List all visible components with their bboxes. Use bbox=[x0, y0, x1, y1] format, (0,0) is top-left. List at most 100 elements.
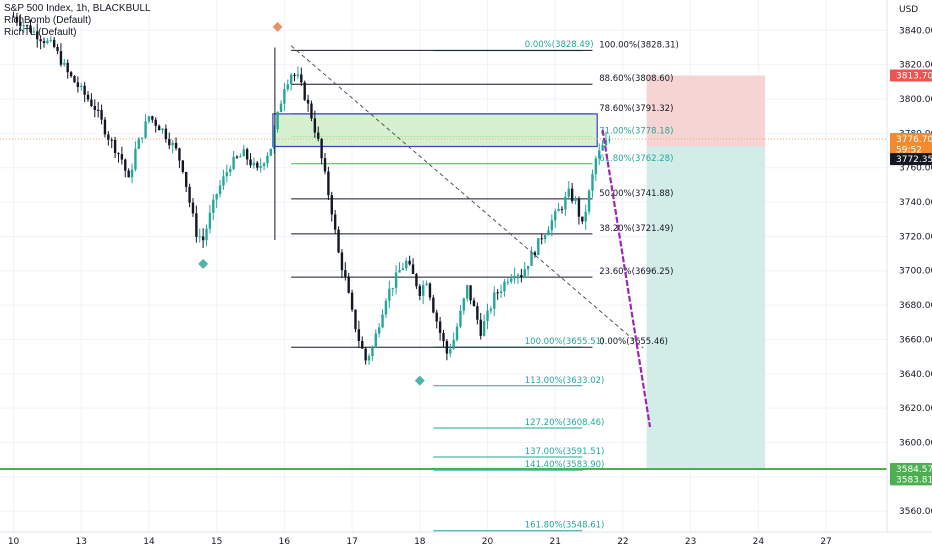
candle-body bbox=[337, 229, 340, 253]
candle-body bbox=[449, 348, 452, 354]
indicator-richbomb[interactable]: RichBomb (Default) bbox=[4, 15, 92, 26]
symbol-title[interactable]: S&P 500 Index, 1h, BLACKBULL bbox=[4, 3, 151, 14]
candle-body bbox=[340, 252, 344, 271]
candle-body bbox=[476, 306, 479, 320]
candle-body bbox=[469, 285, 472, 301]
candle-body bbox=[604, 140, 608, 146]
candle-body bbox=[313, 118, 317, 133]
candle-body bbox=[168, 139, 171, 146]
candle-body bbox=[330, 195, 333, 215]
candle-body bbox=[130, 169, 134, 178]
candle-body bbox=[306, 99, 310, 104]
candle-body bbox=[503, 281, 506, 292]
candle-body bbox=[489, 308, 493, 311]
candle-body bbox=[242, 149, 245, 157]
candle-body bbox=[69, 72, 73, 76]
candle-body bbox=[537, 238, 540, 256]
candle-body bbox=[15, 16, 19, 22]
candle-body bbox=[381, 314, 384, 328]
chart-drawings[interactable] bbox=[198, 21, 652, 428]
candle-body bbox=[486, 310, 489, 322]
candle-body bbox=[185, 171, 188, 187]
time-tick-label: 23 bbox=[685, 537, 696, 547]
candle-body bbox=[452, 339, 455, 349]
time-axis[interactable]: 10 13 14 15 16 17 18 20 21 22 23 24 27 bbox=[0, 531, 932, 547]
candle-body bbox=[547, 230, 550, 236]
time-tick-label: 13 bbox=[76, 537, 87, 547]
candle-body bbox=[510, 278, 513, 282]
candle-body bbox=[66, 62, 69, 73]
candle-body bbox=[93, 106, 96, 110]
candle-body bbox=[333, 214, 337, 230]
candle-body bbox=[100, 110, 103, 120]
candle-body bbox=[415, 274, 418, 287]
candle-body bbox=[442, 332, 445, 342]
candle-body bbox=[249, 159, 252, 166]
candle-body bbox=[465, 285, 469, 299]
candle-body bbox=[201, 236, 205, 241]
candle-body bbox=[408, 260, 411, 265]
candle-body bbox=[232, 156, 235, 169]
candle-body bbox=[188, 186, 191, 203]
candle-body bbox=[598, 150, 601, 159]
candle-body bbox=[601, 145, 604, 151]
candle-body bbox=[493, 292, 496, 309]
candle-body bbox=[181, 160, 185, 172]
candle-body bbox=[127, 170, 130, 178]
price-tick-label: 3800.00 bbox=[899, 95, 932, 105]
candle-body bbox=[310, 103, 313, 119]
candle-body bbox=[96, 109, 100, 111]
candle-body bbox=[550, 220, 554, 231]
candle-body bbox=[171, 142, 174, 146]
time-tick-label: 16 bbox=[279, 537, 291, 547]
candle-body bbox=[428, 283, 432, 298]
candle-body bbox=[245, 149, 249, 160]
candle-body bbox=[164, 128, 168, 140]
price-tick-label: 3600.00 bbox=[899, 438, 932, 448]
candle-body bbox=[147, 116, 151, 122]
candle-body bbox=[59, 51, 63, 65]
candle-body bbox=[435, 312, 438, 322]
candle-body bbox=[259, 165, 262, 168]
candle-body bbox=[594, 158, 598, 175]
candle-body bbox=[327, 171, 330, 196]
candle-body bbox=[394, 272, 398, 288]
candle-body bbox=[364, 348, 367, 361]
price-tick-label: 3700.00 bbox=[899, 267, 932, 277]
price-badge-label: 3813.70 bbox=[896, 71, 932, 81]
candle-body bbox=[262, 163, 266, 166]
take-profit-zone bbox=[646, 146, 766, 469]
price-tick-label: 3840.00 bbox=[899, 26, 932, 36]
candle-body bbox=[256, 162, 259, 168]
fib-label: 88.60%(3808.60) bbox=[599, 74, 673, 84]
candle-body bbox=[581, 216, 584, 222]
candle-body bbox=[455, 326, 459, 340]
candle-body bbox=[320, 138, 323, 159]
candle-body bbox=[530, 252, 533, 266]
indicator-richtl[interactable]: RichTL (Default) bbox=[4, 27, 77, 38]
candle-body bbox=[533, 252, 537, 256]
signal-diamond-icon bbox=[414, 375, 425, 386]
candle-body bbox=[134, 148, 137, 170]
candle-body bbox=[140, 137, 144, 139]
candle-body bbox=[591, 174, 594, 191]
candle-body bbox=[154, 119, 157, 126]
fib-label: 23.60%(3696.25) bbox=[599, 267, 673, 277]
candle-body bbox=[557, 208, 560, 212]
projection-line bbox=[601, 129, 652, 428]
candle-body bbox=[32, 31, 36, 33]
candle-body bbox=[344, 270, 347, 277]
candle-body bbox=[161, 128, 164, 131]
candle-body bbox=[289, 74, 293, 85]
signal-diamond-icon bbox=[272, 21, 283, 32]
price-badge-label: 3584.57 bbox=[896, 465, 932, 475]
candle-body bbox=[29, 25, 32, 33]
candle-body bbox=[107, 134, 110, 140]
candle-body bbox=[86, 94, 90, 100]
candle-body bbox=[36, 31, 39, 40]
price-badge-label: 3772.35 bbox=[896, 155, 932, 165]
candle-body bbox=[526, 265, 530, 270]
time-tick-label: 18 bbox=[414, 537, 426, 547]
stop-loss-zone bbox=[646, 75, 766, 147]
